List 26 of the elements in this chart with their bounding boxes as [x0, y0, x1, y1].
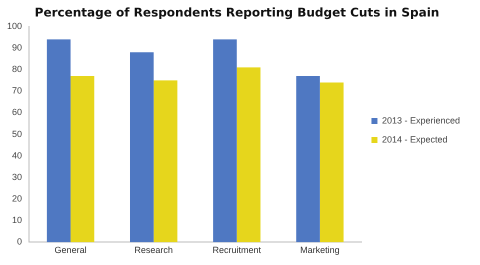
- bar: [236, 67, 260, 242]
- y-tick-label: 40: [12, 150, 22, 160]
- y-tick-label: 10: [12, 215, 22, 226]
- chart-title: Percentage of Respondents Reporting Budget Cuts in Spain: [34, 5, 440, 20]
- y-tick-label: 0: [17, 236, 22, 247]
- legend-label: 2013 - Experienced: [382, 115, 460, 126]
- y-tick-label: 50: [12, 128, 22, 139]
- legend-label: 2014 - Expected: [382, 134, 448, 144]
- y-tick-label: 100: [6, 20, 22, 31]
- y-tick-label: 70: [12, 86, 22, 96]
- y-tick-label: 60: [12, 107, 22, 118]
- bar: [46, 39, 71, 242]
- bar: [320, 82, 344, 242]
- bar: [130, 52, 154, 242]
- x-tick-label: General: [54, 245, 87, 256]
- x-tick-label: Research: [134, 245, 173, 256]
- y-tick-label: 30: [12, 172, 22, 182]
- bar: [70, 76, 94, 242]
- bar: [296, 76, 320, 242]
- x-tick-label: Recruitment: [212, 245, 262, 256]
- y-tick-label: 90: [12, 42, 22, 52]
- bar: [213, 39, 237, 242]
- bar: [154, 80, 178, 242]
- y-tick-label: 20: [12, 194, 22, 204]
- y-tick-label: 80: [12, 64, 22, 74]
- x-tick-label: Marketing: [300, 245, 340, 256]
